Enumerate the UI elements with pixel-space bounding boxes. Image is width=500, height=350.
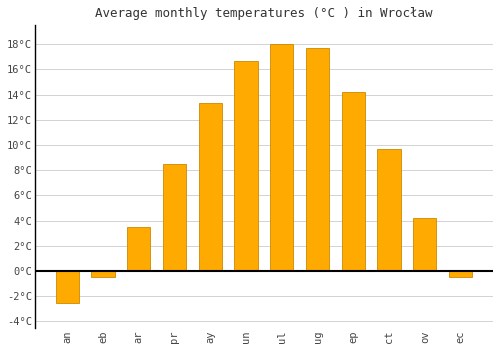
Bar (198, 103, 222, 271)
Title: Average monthly temperatures (°C ) in Wrocław: Average monthly temperatures (°C ) in Wr… (95, 7, 432, 20)
Bar (92, 271, 114, 277)
Bar (378, 149, 400, 271)
Bar (163, 164, 186, 271)
Bar (413, 218, 436, 271)
Bar (449, 271, 472, 277)
Bar (234, 61, 258, 271)
Bar (270, 44, 293, 271)
Bar (56, 271, 79, 302)
Bar (342, 92, 365, 271)
Bar (127, 227, 150, 271)
Bar (306, 48, 329, 271)
